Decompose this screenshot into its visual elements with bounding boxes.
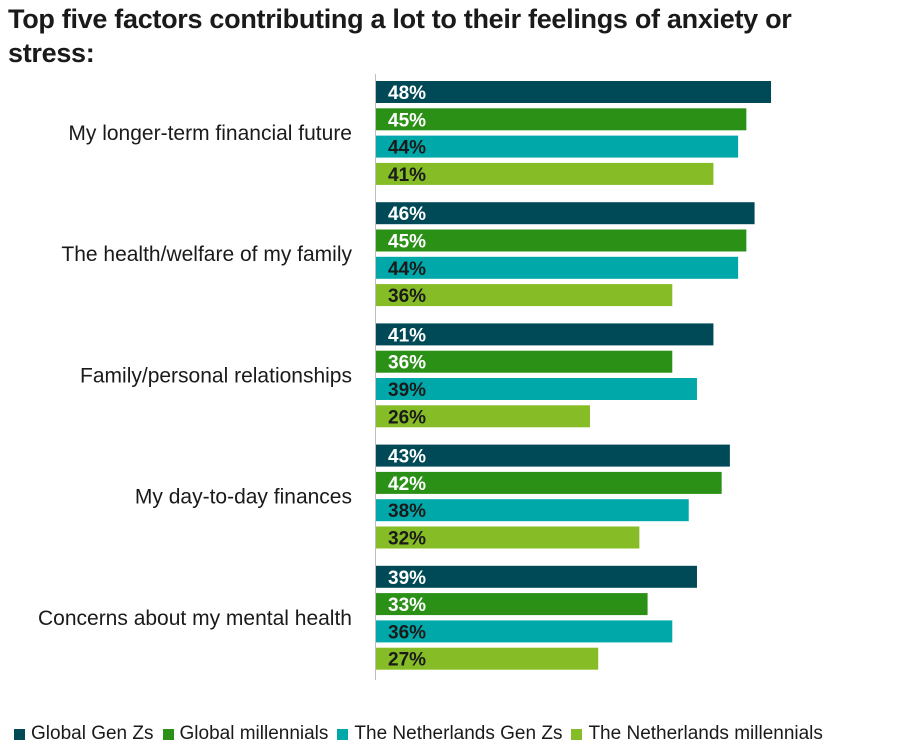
- bar: [376, 229, 747, 252]
- bar-value-label: 41%: [388, 165, 426, 186]
- legend-label: The Netherlands millennials: [588, 723, 823, 744]
- bar-value-label: 39%: [388, 380, 426, 401]
- legend-item: Global millennials: [162, 723, 329, 745]
- bar-value-label: 36%: [388, 286, 426, 307]
- bar: [376, 499, 689, 522]
- bar-value-label: 41%: [388, 325, 426, 346]
- legend-swatch: [162, 728, 174, 740]
- legend-label: The Netherlands Gen Zs: [354, 723, 563, 744]
- legend-swatch: [337, 728, 349, 740]
- bar-value-label: 45%: [388, 110, 426, 131]
- bar: [376, 323, 714, 346]
- bar: [376, 647, 599, 670]
- bar-chart: My longer-term financial future 48% 45% 44%…: [38, 74, 772, 680]
- bar-value-label: 36%: [388, 353, 426, 374]
- legend-item: Global Gen Zs: [14, 723, 154, 745]
- chart-title: Top five factors contributing a lot to t…: [8, 4, 792, 68]
- bar: [376, 405, 590, 428]
- category-label: My day-to-day finances: [135, 486, 352, 509]
- bar-value-label: 33%: [388, 595, 426, 616]
- legend-label: Global Gen Zs: [31, 723, 154, 744]
- bar-value-label: 44%: [388, 259, 426, 280]
- bar: [376, 81, 772, 103]
- bar: [376, 378, 697, 400]
- bar-value-label: 46%: [388, 204, 426, 225]
- legend-swatch: [571, 728, 583, 740]
- bar-value-label: 45%: [388, 232, 426, 253]
- legend-swatch: [14, 728, 25, 740]
- bar-value-label: 42%: [388, 474, 426, 495]
- bar: [376, 162, 714, 185]
- bar-value-label: 27%: [388, 650, 426, 671]
- category-label: The health/welfare of my family: [61, 243, 352, 266]
- bar: [376, 620, 673, 643]
- category-label: Concerns about my mental health: [38, 607, 352, 630]
- bar-value-label: 38%: [388, 501, 426, 522]
- bars-layer: My longer-term financial future 48% 45% 44%…: [38, 81, 772, 671]
- bar: [376, 444, 730, 467]
- bar: [376, 593, 648, 616]
- bar: [376, 526, 640, 549]
- bar: [376, 108, 747, 131]
- bar: [376, 471, 722, 494]
- bar-value-label: 26%: [388, 407, 426, 428]
- bar: [376, 202, 755, 225]
- bar-value-label: 43%: [388, 447, 426, 468]
- bar: [376, 565, 697, 588]
- bar: [376, 256, 739, 279]
- bar: [376, 135, 739, 158]
- legend-label: Global millennials: [179, 723, 329, 744]
- bar-value-label: 44%: [388, 138, 426, 159]
- bar: [376, 284, 673, 307]
- bar-value-label: 36%: [388, 622, 426, 643]
- bar: [376, 350, 673, 373]
- category-label: My longer-term financial future: [68, 122, 352, 145]
- chart-legend: Global Gen Zs Global millennials The Nethe…: [14, 722, 832, 746]
- bar-value-label: 39%: [388, 568, 426, 589]
- legend-item: The Netherlands millennials: [571, 723, 823, 745]
- legend-item: The Netherlands Gen Zs: [337, 723, 562, 745]
- bar-value-label: 48%: [388, 83, 426, 104]
- category-label: Family/personal relationships: [80, 364, 352, 387]
- bar-value-label: 32%: [388, 529, 426, 550]
